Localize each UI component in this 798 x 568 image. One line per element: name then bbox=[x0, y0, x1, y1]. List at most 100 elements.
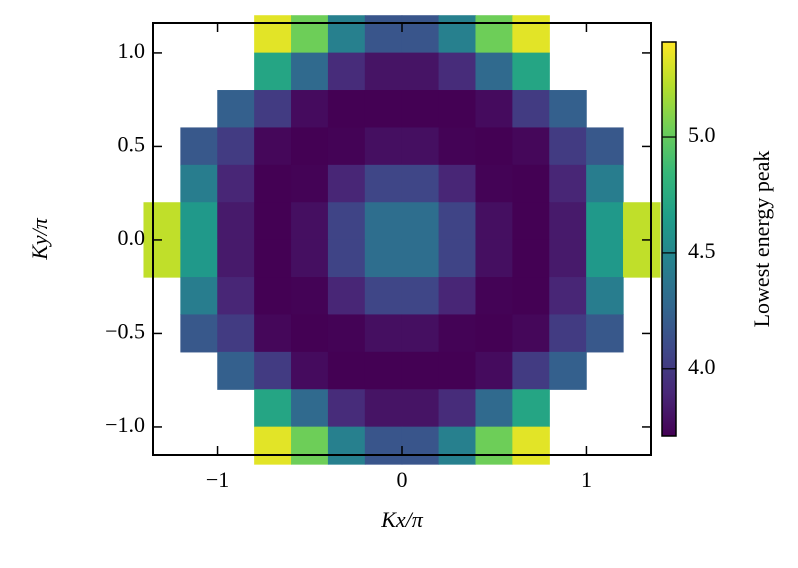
heatmap-cell bbox=[438, 52, 477, 91]
heatmap-cell bbox=[254, 314, 292, 353]
heatmap-cell bbox=[254, 239, 292, 278]
heatmap-cell bbox=[254, 90, 292, 129]
heatmap-cell bbox=[327, 351, 366, 390]
heatmap-cell bbox=[180, 127, 218, 166]
heatmap-cell bbox=[549, 314, 587, 353]
heatmap-cell bbox=[549, 90, 587, 129]
heatmap-cell bbox=[291, 164, 329, 203]
heatmap-cell bbox=[291, 314, 329, 353]
heatmap-cell bbox=[512, 127, 550, 166]
heatmap-cell bbox=[586, 127, 624, 166]
heatmap-cell bbox=[254, 52, 292, 91]
heatmap-cell bbox=[401, 90, 440, 129]
heatmap-cell bbox=[512, 426, 550, 465]
heatmap-cell bbox=[475, 202, 513, 241]
heatmap-cell bbox=[327, 90, 366, 129]
heatmap-cell bbox=[512, 52, 550, 91]
heatmap-cell bbox=[475, 351, 513, 390]
heatmap-cell bbox=[291, 202, 329, 241]
colorbar-tick-label: 4.5 bbox=[688, 238, 716, 263]
heatmap-cell bbox=[438, 127, 477, 166]
heatmap-cell bbox=[364, 426, 403, 465]
heatmap-cell bbox=[623, 202, 661, 241]
heatmap-cell bbox=[549, 351, 587, 390]
heatmap-cell bbox=[438, 277, 477, 316]
heatmap-cell bbox=[475, 239, 513, 278]
heatmap-cell bbox=[475, 127, 513, 166]
heatmap-cell bbox=[586, 202, 624, 241]
heatmap bbox=[143, 15, 661, 465]
heatmap-cell bbox=[143, 239, 181, 278]
y-axis-label: Ky/π bbox=[27, 217, 52, 261]
heatmap-cell bbox=[291, 15, 329, 54]
heatmap-cell bbox=[364, 52, 403, 91]
heatmap-cell bbox=[401, 426, 440, 465]
heatmap-cell bbox=[143, 202, 181, 241]
heatmap-cell bbox=[549, 202, 587, 241]
heatmap-cell bbox=[217, 127, 255, 166]
heatmap-cell bbox=[438, 15, 477, 54]
heatmap-cell bbox=[475, 314, 513, 353]
heatmap-cell bbox=[254, 15, 292, 54]
heatmap-cell bbox=[254, 127, 292, 166]
heatmap-cell bbox=[327, 314, 366, 353]
colorbar bbox=[661, 41, 677, 437]
heatmap-cell bbox=[217, 164, 255, 203]
heatmap-cell bbox=[180, 164, 218, 203]
heatmap-cell bbox=[254, 202, 292, 241]
y-tick-label: −0.5 bbox=[105, 318, 145, 343]
heatmap-cell bbox=[438, 389, 477, 428]
heatmap-cell bbox=[401, 277, 440, 316]
heatmap-cell bbox=[586, 239, 624, 278]
heatmap-cell bbox=[549, 164, 587, 203]
heatmap-cell bbox=[475, 15, 513, 54]
heatmap-cell bbox=[586, 314, 624, 353]
heatmap-cell bbox=[401, 15, 440, 54]
heatmap-cell bbox=[586, 164, 624, 203]
heatmap-cell bbox=[401, 127, 440, 166]
heatmap-cell bbox=[401, 239, 440, 278]
heatmap-cell bbox=[180, 239, 218, 278]
heatmap-cell bbox=[438, 239, 477, 278]
heatmap-cell bbox=[512, 90, 550, 129]
heatmap-cell bbox=[401, 351, 440, 390]
heatmap-cell bbox=[438, 164, 477, 203]
y-tick-label: 1.0 bbox=[118, 38, 146, 63]
heatmap-cell bbox=[401, 389, 440, 428]
heatmap-cell bbox=[512, 202, 550, 241]
heatmap-cell bbox=[291, 239, 329, 278]
heatmap-cell bbox=[254, 277, 292, 316]
y-tick-label: 0.5 bbox=[118, 131, 146, 156]
y-tick-label: 0.0 bbox=[118, 225, 146, 250]
colorbar-label: Lowest energy peak bbox=[749, 151, 774, 328]
heatmap-cell bbox=[291, 127, 329, 166]
heatmap-cell bbox=[327, 202, 366, 241]
heatmap-cell bbox=[586, 277, 624, 316]
heatmap-cell bbox=[291, 52, 329, 91]
heatmap-cell bbox=[512, 314, 550, 353]
heatmap-cell bbox=[512, 15, 550, 54]
heatmap-cell bbox=[364, 277, 403, 316]
heatmap-cell bbox=[327, 239, 366, 278]
heatmap-cell bbox=[549, 277, 587, 316]
heatmap-cell bbox=[364, 15, 403, 54]
y-tick-label: −1.0 bbox=[105, 412, 145, 437]
colorbar-tick-label: 5.0 bbox=[688, 122, 716, 147]
heatmap-cell bbox=[254, 351, 292, 390]
heatmap-cell bbox=[180, 277, 218, 316]
heatmap-cell bbox=[291, 277, 329, 316]
heatmap-cell bbox=[623, 239, 661, 278]
heatmap-cell bbox=[549, 239, 587, 278]
heatmap-cell bbox=[549, 127, 587, 166]
heatmap-cell bbox=[180, 202, 218, 241]
heatmap-cell bbox=[364, 127, 403, 166]
heatmap-cell bbox=[254, 389, 292, 428]
heatmap-cell bbox=[438, 314, 477, 353]
x-axis-label: Kx/π bbox=[380, 507, 424, 532]
heatmap-cell bbox=[254, 164, 292, 203]
heatmap-cell bbox=[401, 52, 440, 91]
heatmap-cell bbox=[217, 314, 255, 353]
heatmap-cell bbox=[364, 351, 403, 390]
